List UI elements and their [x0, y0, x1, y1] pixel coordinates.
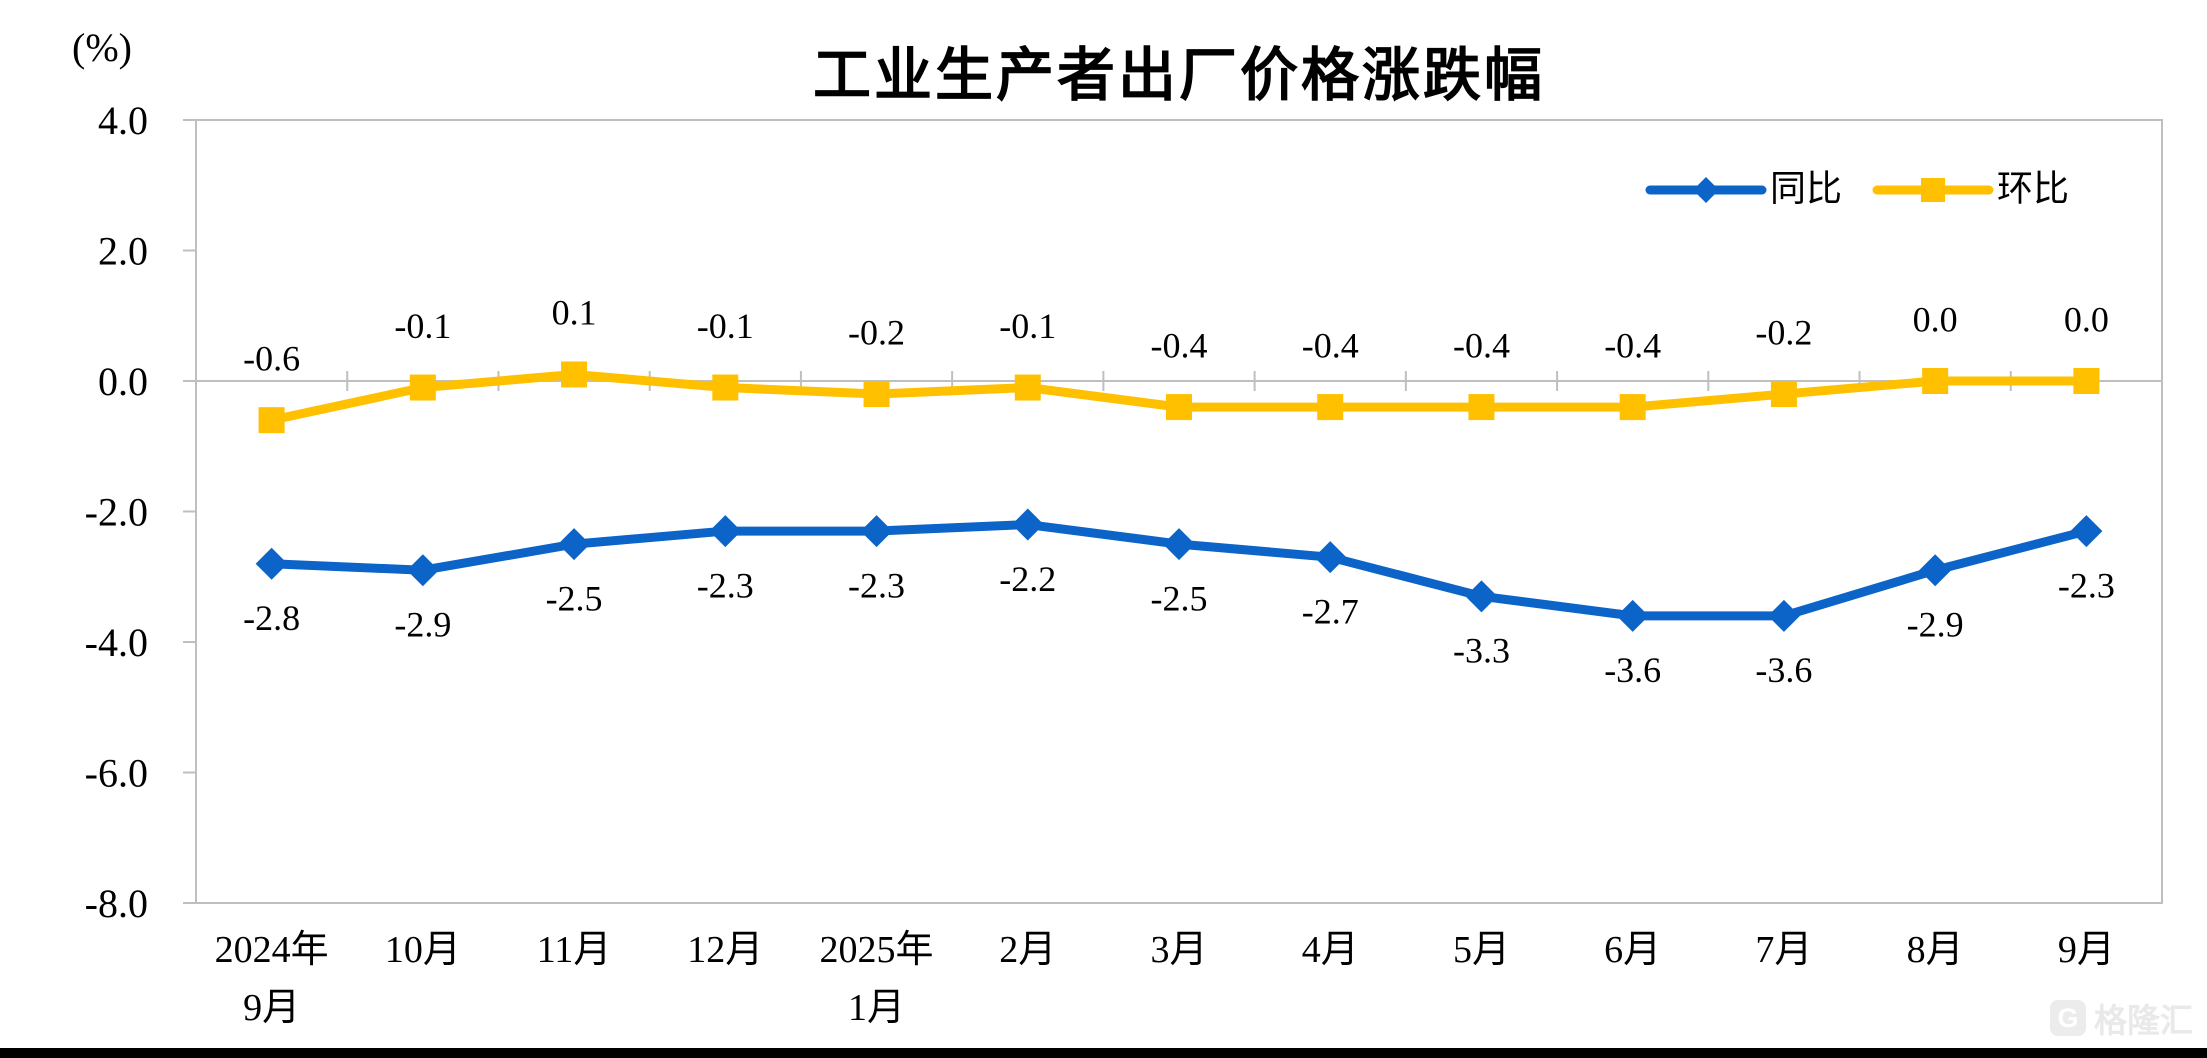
yoy-data-label: -2.9	[394, 604, 451, 644]
mom-data-label: 0.0	[1913, 299, 1958, 339]
yoy-data-point	[1465, 580, 1498, 613]
y-axis-tick-label: -4.0	[85, 620, 148, 665]
y-axis-tick-label: -8.0	[85, 881, 148, 926]
mom-data-point	[258, 407, 285, 434]
mom-data-point	[2073, 368, 2100, 394]
mom-data-label: -0.6	[243, 338, 300, 378]
y-axis-tick-label: -6.0	[85, 751, 148, 796]
mom-data-point	[1014, 374, 1041, 401]
yoy-data-point	[1767, 599, 1800, 632]
legend-mom-label: 环比	[1997, 168, 2069, 208]
yoy-data-label: -2.9	[1907, 604, 1964, 644]
x-axis-tick-label: 12月	[687, 929, 763, 971]
yoy-data-point	[1011, 508, 1044, 541]
watermark: G 格隆汇	[2050, 994, 2193, 1042]
mom-data-label: -0.4	[1151, 325, 1208, 365]
x-axis-tick-label: 4月	[1302, 929, 1359, 971]
mom-data-label: -0.4	[1604, 325, 1661, 365]
mom-data-label: -0.4	[1302, 325, 1359, 365]
x-axis-tick-label: 8月	[1907, 929, 1964, 971]
y-axis-tick-label: 2.0	[98, 229, 148, 274]
y-axis-tick-label: 0.0	[98, 359, 148, 404]
mom-data-label: -0.1	[697, 306, 754, 346]
yoy-data-label: -2.7	[1302, 591, 1359, 631]
mom-data-label: 0.1	[552, 293, 597, 333]
legend-yoy-label: 同比	[1770, 168, 1842, 208]
x-axis-tick-label: 11月	[537, 929, 612, 971]
y-axis-unit-label: (%)	[72, 25, 132, 70]
x-axis-tick-label: 10月	[385, 929, 461, 971]
yoy-data-point	[255, 547, 288, 580]
yoy-data-label: -2.2	[999, 559, 1056, 599]
chart-title: 工业生产者出厂价格涨跌幅	[812, 43, 1545, 108]
x-axis-tick-label: 2024年 9月	[215, 929, 329, 1029]
plot-border	[195, 119, 2163, 904]
yoy-data-label: -2.3	[848, 565, 905, 605]
yoy-data-point	[558, 528, 591, 561]
mom-data-point	[712, 374, 739, 401]
mom-data-label: -0.1	[394, 306, 451, 346]
x-axis-tick-label: 2月	[999, 929, 1056, 971]
mom-data-label: 0.0	[2064, 299, 2109, 339]
yoy-data-point	[1919, 554, 1952, 587]
yoy-data-point	[1616, 599, 1649, 632]
mom-data-point	[1468, 394, 1495, 421]
yoy-data-label: -2.3	[697, 565, 754, 605]
x-axis-tick-label: 5月	[1453, 929, 1510, 971]
watermark-logo-icon: G	[2050, 1000, 2086, 1036]
mom-data-label: -0.1	[999, 306, 1056, 346]
yoy-data-point	[1163, 528, 1195, 561]
mom-data-label: -0.2	[1755, 312, 1812, 352]
mom-data-point	[1317, 394, 1344, 421]
mom-data-point	[1166, 394, 1192, 421]
y-axis-tick-label: 4.0	[98, 98, 148, 143]
yoy-data-label: -2.3	[2058, 565, 2115, 605]
legend-yoy-marker-icon	[1693, 177, 1719, 203]
x-axis-tick-label: 3月	[1150, 929, 1207, 971]
yoy-data-point	[2070, 515, 2103, 548]
yoy-data-label: -2.8	[243, 598, 300, 638]
mom-data-point	[409, 374, 436, 401]
x-axis-tick-label: 6月	[1604, 929, 1661, 971]
mom-data-label: -0.2	[848, 312, 905, 352]
yoy-data-label: -2.5	[546, 578, 603, 618]
yoy-data-point	[1314, 541, 1347, 574]
mom-data-point	[1922, 368, 1949, 394]
yoy-data-point	[406, 554, 439, 587]
y-axis-tick-label: -2.0	[85, 490, 148, 535]
mom-data-label: -0.4	[1453, 325, 1510, 365]
x-axis-tick-label: 7月	[1755, 929, 1812, 971]
bottom-border-bar	[0, 1048, 2207, 1058]
mom-data-point	[863, 381, 890, 408]
legend-mom-marker-icon	[1921, 178, 1945, 202]
x-axis-tick-label: 2025年 1月	[820, 929, 934, 1029]
yoy-data-label: -3.3	[1453, 631, 1510, 671]
yoy-data-label: -2.5	[1151, 578, 1208, 618]
watermark-text: 格隆汇	[2094, 1002, 2193, 1039]
yoy-data-point	[860, 515, 893, 548]
mom-data-point	[1770, 381, 1797, 408]
yoy-data-point	[709, 515, 742, 548]
yoy-data-label: -3.6	[1755, 650, 1812, 690]
mom-data-point	[1619, 394, 1646, 421]
mom-data-point	[561, 361, 588, 388]
yoy-data-label: -3.6	[1604, 650, 1661, 690]
x-axis-tick-label: 9月	[2058, 929, 2115, 971]
